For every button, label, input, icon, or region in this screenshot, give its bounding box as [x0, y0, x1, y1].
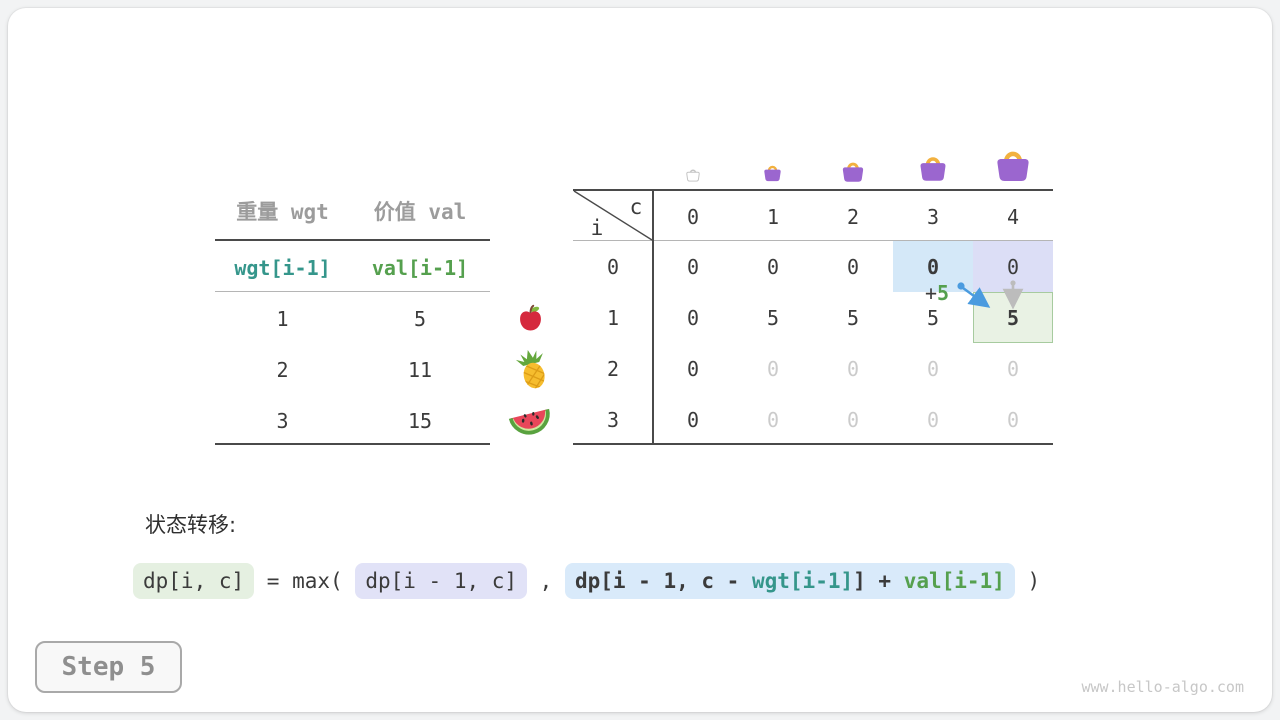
step-badge: Step 5: [35, 641, 182, 693]
watermelon-icon: [508, 408, 550, 435]
item-row-value: 5: [413, 307, 427, 331]
dp-cell-1-2: 5: [846, 305, 860, 330]
watermark: www.hello-algo.com: [1081, 678, 1244, 696]
dp-cell-0-2: 0: [846, 254, 860, 279]
formula-equals-max: = max(: [254, 569, 356, 593]
dp-cell-3-0: 0: [686, 407, 700, 432]
dp-cell-0-1: 0: [766, 254, 780, 279]
dp-cell-1-1: 5: [766, 305, 780, 330]
dp-row-header: 2: [606, 356, 620, 381]
transition-add-label: +5: [918, 281, 956, 305]
dp-col-header: 3: [926, 204, 940, 229]
corner-col-var: c: [629, 195, 643, 219]
formula-arg1-chip: dp[i - 1, c]: [355, 563, 528, 599]
dp-cell-2-3: 0: [926, 356, 940, 381]
state-transition-formula: dp[i, c] = max( dp[i - 1, c] , dp[i - 1,…: [133, 560, 1040, 602]
dp-cell-1-4-highlight-green: 5: [973, 292, 1053, 343]
item-row-weight: 1: [276, 307, 289, 331]
dp-cell-3-3: 0: [926, 407, 940, 432]
arg2-val-term: val[i-1]: [903, 569, 1005, 593]
item-row-value: 15: [407, 409, 433, 433]
handbag-size-1-icon: [762, 163, 783, 182]
apple-icon: [520, 304, 541, 331]
dp-row-header: 0: [606, 254, 620, 279]
item-row-value: 11: [407, 358, 433, 382]
dp-cell-2-4: 0: [1006, 356, 1020, 381]
arg2-wgt-term: wgt[i-1]: [751, 569, 854, 593]
pineapple-icon: [515, 350, 548, 390]
formula-arg2-chip: dp[i - 1, c - wgt[i-1]] + val[i-1]: [564, 563, 1015, 599]
handbag-size-4-icon: [993, 146, 1033, 183]
dp-table-top-rule: [573, 189, 1053, 191]
dp-table-bottom-rule: [573, 443, 1053, 445]
items-table-top-rule: [215, 239, 490, 241]
item-row-weight: 2: [276, 358, 289, 382]
items-value-index: val[i-1]: [371, 256, 469, 280]
dp-cell-0-4-highlight-lavender: 0: [973, 241, 1053, 292]
items-weight-header: 重量 wgt: [236, 200, 329, 224]
handbag-size-3-icon: [917, 153, 949, 182]
dp-cell-2-2: 0: [846, 356, 860, 381]
dp-cell-1-0: 0: [686, 305, 700, 330]
item-row-weight: 3: [276, 409, 289, 433]
dp-cell-0-0: 0: [686, 254, 700, 279]
items-weight-index: wgt[i-1]: [234, 256, 331, 280]
dp-col-header: 2: [846, 204, 860, 229]
added-value: 5: [937, 281, 950, 305]
dp-row-header: 3: [606, 407, 620, 432]
handbag-outline-icon: [685, 167, 701, 182]
items-value-header: 价值 val: [373, 200, 467, 224]
dp-col-header: 1: [766, 204, 780, 229]
dp-col-header: 0: [686, 204, 700, 229]
arg2-prefix: dp[i - 1, c -: [574, 569, 752, 593]
dp-cell-3-2: 0: [846, 407, 860, 432]
state-transition-label: 状态转移:: [145, 513, 237, 537]
arg2-mid: ] +: [853, 569, 904, 593]
handbag-size-2-icon: [840, 159, 866, 183]
plus-sign: +: [924, 281, 937, 305]
dp-row-header: 1: [606, 305, 620, 330]
dp-cell-1-3: 5: [926, 305, 940, 330]
dp-col-header: 4: [1006, 204, 1020, 229]
dp-index-divider: [652, 189, 654, 445]
items-table-mid-rule: [215, 291, 490, 292]
formula-comma: ,: [527, 569, 565, 593]
formula-close-paren: ): [1014, 569, 1041, 593]
dp-cell-3-4: 0: [1006, 407, 1020, 432]
dp-cell-3-1: 0: [766, 407, 780, 432]
corner-row-var: i: [590, 216, 604, 240]
dp-cell-2-1: 0: [766, 356, 780, 381]
formula-lhs-chip: dp[i, c]: [133, 563, 255, 599]
dp-header-rule: [573, 240, 1053, 241]
dp-cell-2-0: 0: [686, 356, 700, 381]
items-table-bottom-rule: [215, 443, 490, 445]
